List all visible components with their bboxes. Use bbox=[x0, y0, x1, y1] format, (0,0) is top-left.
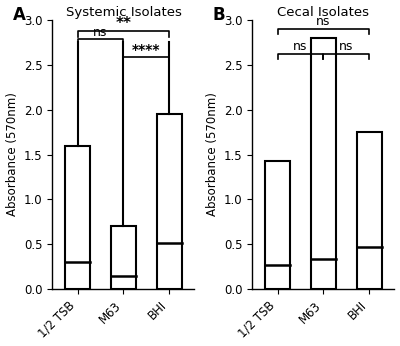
Text: ns: ns bbox=[316, 15, 331, 28]
Text: **: ** bbox=[116, 16, 132, 30]
Bar bbox=[157, 114, 182, 289]
Title: Systemic Isolates: Systemic Isolates bbox=[66, 6, 181, 19]
Text: ****: **** bbox=[132, 43, 161, 57]
Text: A: A bbox=[13, 6, 26, 24]
Bar bbox=[357, 132, 382, 289]
Text: B: B bbox=[213, 6, 225, 24]
Text: ns: ns bbox=[339, 40, 354, 53]
Text: ns: ns bbox=[293, 40, 308, 53]
Bar bbox=[265, 161, 290, 289]
Text: ns: ns bbox=[93, 26, 108, 39]
Title: Cecal Isolates: Cecal Isolates bbox=[278, 6, 370, 19]
Bar bbox=[311, 38, 336, 289]
Bar bbox=[65, 146, 90, 289]
Y-axis label: Absorbance (570nm): Absorbance (570nm) bbox=[206, 93, 218, 217]
Bar bbox=[111, 226, 136, 289]
Y-axis label: Absorbance (570nm): Absorbance (570nm) bbox=[6, 93, 18, 217]
